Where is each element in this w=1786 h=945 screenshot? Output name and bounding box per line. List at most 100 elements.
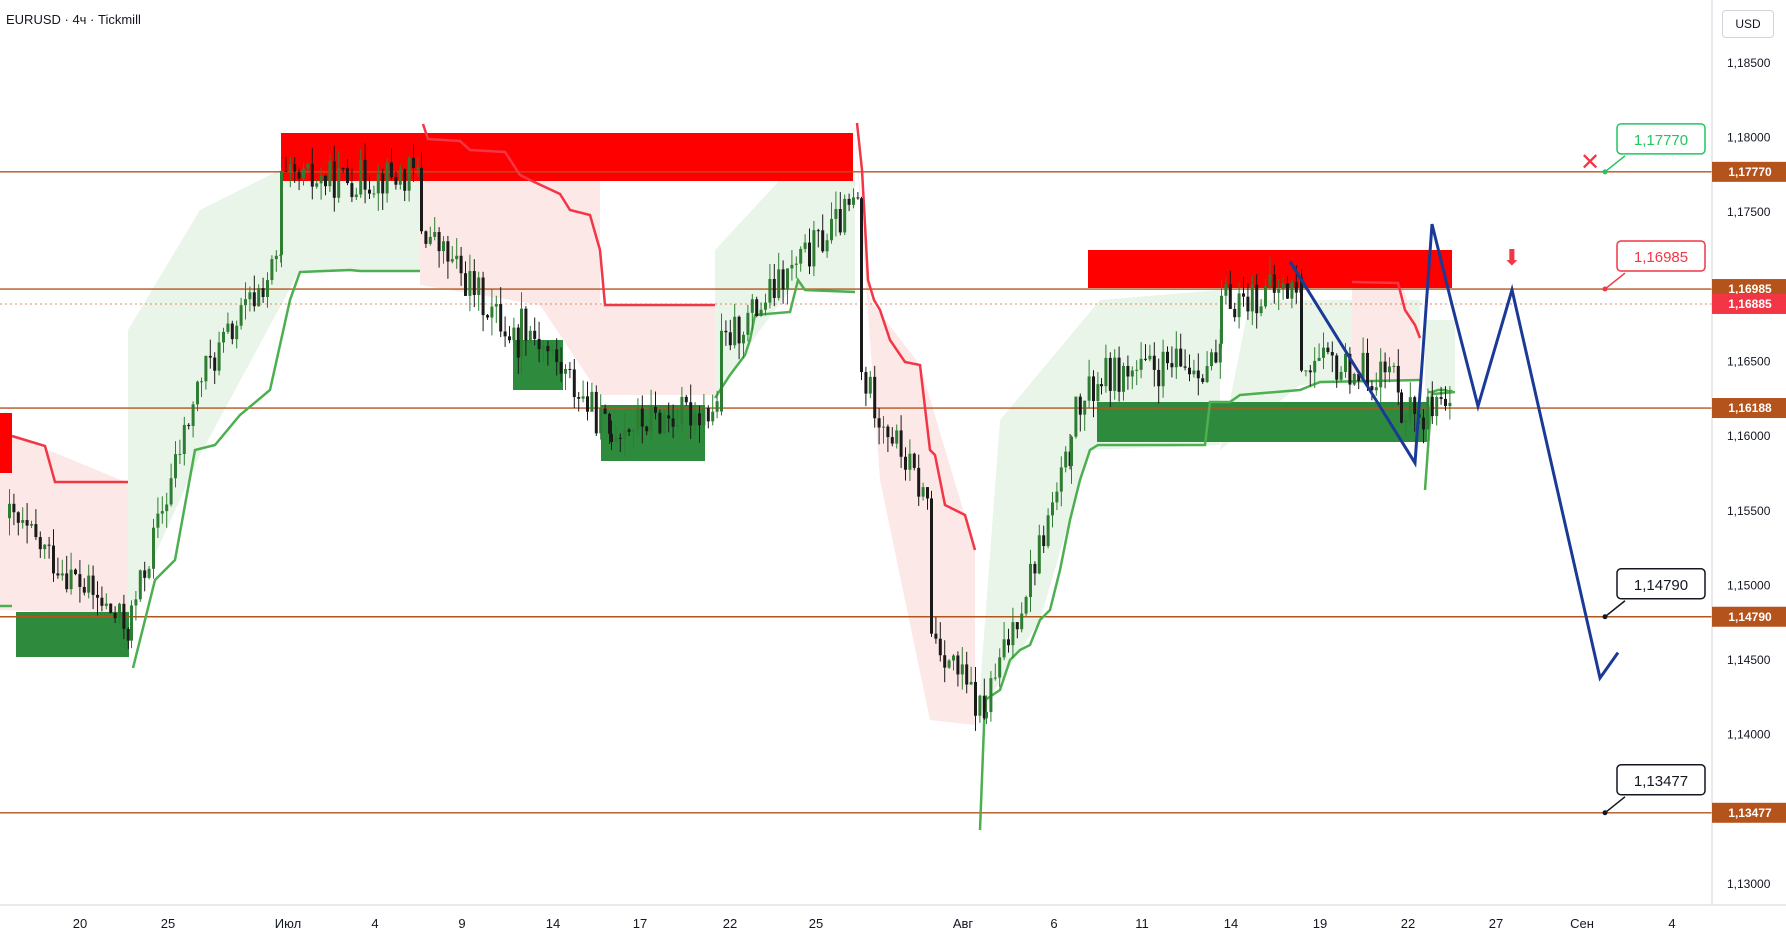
candle-body (908, 453, 912, 470)
candle-body (420, 167, 423, 232)
projection-path (1288, 223, 1620, 682)
candle-body (416, 167, 420, 169)
candles-group (8, 143, 1452, 731)
candle-body (407, 158, 411, 191)
candle-body (895, 430, 899, 444)
candle-body (38, 537, 42, 550)
candle-body (550, 349, 554, 352)
supply-zone-2 (0, 413, 12, 473)
candle-body (486, 315, 489, 318)
candle-body (385, 162, 389, 194)
candle-body (274, 255, 278, 260)
candle-body (577, 397, 581, 399)
candle-body (1281, 283, 1285, 289)
candle-body (363, 159, 367, 190)
demand-zone-3 (16, 612, 129, 657)
candle-body (12, 503, 16, 513)
candle-body (790, 264, 794, 269)
candle-body (503, 331, 507, 337)
candle-body (1117, 357, 1121, 392)
candle-body (1444, 398, 1447, 407)
candle-body (337, 167, 341, 198)
candle-body (952, 655, 955, 661)
candle-body (658, 412, 662, 434)
trend-line-3 (421, 123, 715, 307)
candle-body (755, 299, 759, 316)
level-callout-4: 1,13477 (1602, 764, 1706, 816)
candle-body (1237, 293, 1241, 318)
candle-body (830, 218, 833, 241)
trend-line-5 (855, 122, 977, 551)
candle-body (680, 396, 684, 425)
candle-body (864, 372, 868, 394)
candle-body (1135, 369, 1139, 371)
candle-body (676, 424, 679, 427)
callout-box (1616, 764, 1706, 796)
candle-body (982, 695, 986, 719)
candle-body (873, 376, 877, 419)
candle-body (520, 308, 523, 358)
candle-body (1374, 387, 1378, 391)
chart-title: EURUSD · 4ч · Tickmill (6, 12, 141, 27)
candle-body (16, 512, 20, 523)
candle-body (542, 346, 545, 350)
y-tick-label: 1,15500 (1727, 504, 1771, 518)
candle-body (169, 478, 173, 505)
price-label-bg (1712, 802, 1786, 823)
candle-body (464, 273, 467, 296)
candle-body (728, 332, 732, 346)
current-price-bg (1712, 293, 1786, 314)
candle-body (546, 346, 550, 352)
candle-body (1313, 360, 1317, 373)
candle-body (882, 426, 885, 428)
candle-body (450, 259, 454, 262)
candle-body (843, 198, 847, 233)
candle-body (715, 401, 719, 412)
candle-body (1070, 436, 1073, 466)
candle-body (812, 230, 816, 267)
candle-body (645, 426, 649, 432)
candle-body (459, 255, 463, 274)
trend-fill-1 (128, 138, 420, 615)
candle-body (1422, 417, 1425, 430)
candle-body (230, 323, 234, 340)
candle-body (284, 170, 288, 172)
candle-body (816, 230, 820, 232)
trend-fill-0 (0, 430, 128, 615)
candle-body (974, 681, 977, 716)
candle-body (204, 355, 208, 382)
candle-body (965, 664, 969, 685)
candle-body (1435, 397, 1439, 417)
candle-body (930, 498, 933, 634)
candle-body (270, 259, 274, 281)
candle-body (130, 605, 133, 641)
currency-button[interactable]: USD (1722, 10, 1774, 38)
candle-body (702, 408, 706, 426)
candle-body (559, 362, 563, 374)
candle-body (1268, 274, 1272, 287)
x-tick-label: 25 (809, 916, 823, 931)
candle-body (1326, 347, 1330, 353)
candle-body (143, 570, 147, 578)
trend-fill-5 (978, 290, 1220, 716)
candle-body (868, 376, 872, 394)
candle-body (152, 527, 155, 569)
candle-body (1392, 365, 1396, 367)
candle-body (213, 357, 217, 371)
candle-body (310, 164, 314, 187)
level-callout-3: 1,14790 (1602, 568, 1706, 620)
candle-body (1011, 622, 1015, 646)
candle-body (69, 569, 73, 590)
candle-body (328, 161, 332, 187)
candle-body (786, 268, 789, 290)
candle-body (1100, 384, 1103, 387)
candle-body (43, 544, 47, 550)
candle-body (838, 209, 842, 233)
callout-text: 1,17770 (1634, 132, 1688, 149)
callout-text: 1,13477 (1634, 773, 1688, 790)
candle-body (1092, 376, 1095, 401)
candle-body (623, 429, 627, 439)
candle-body (1348, 353, 1352, 385)
